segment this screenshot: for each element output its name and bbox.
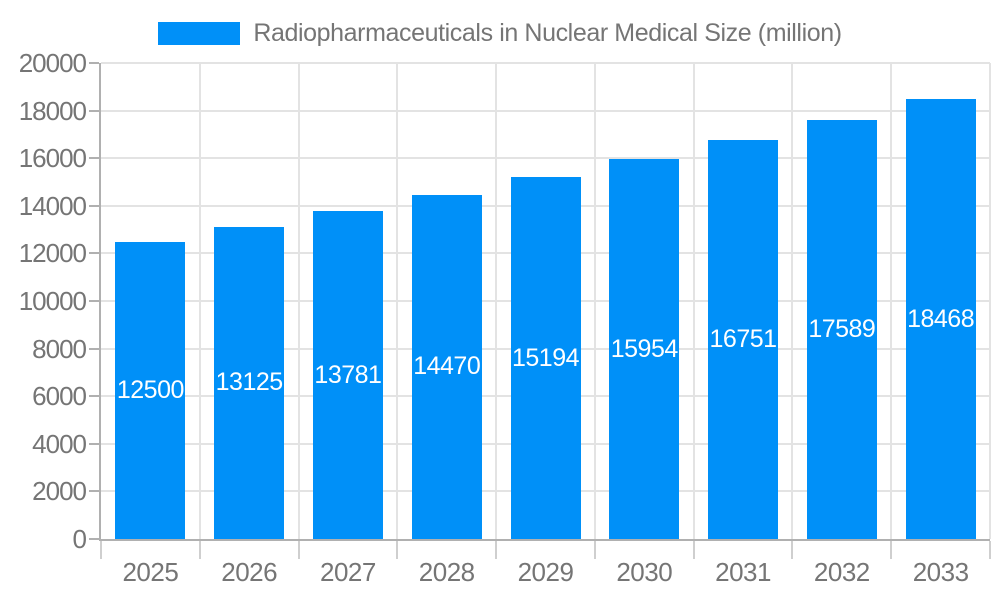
- x-axis-label: 2029: [517, 557, 574, 587]
- bar-value-label: 17589: [808, 315, 876, 344]
- x-axis-label: 2031: [715, 557, 771, 587]
- legend-label: Radiopharmaceuticals in Nuclear Medical …: [253, 18, 842, 47]
- bar-value-label: 16751: [709, 325, 778, 354]
- x-tick: [100, 541, 102, 559]
- y-tick: [89, 538, 99, 540]
- bar-2027[interactable]: 13781: [312, 211, 383, 539]
- legend[interactable]: Radiopharmaceuticals in Nuclear Medical …: [0, 19, 1000, 47]
- x-tick: [297, 541, 300, 559]
- bar-value-label: 15194: [511, 343, 580, 372]
- gridline-vertical: [198, 63, 201, 539]
- y-axis-label: 2000: [32, 476, 87, 507]
- plot-area: 0 2000 4000 6000 8000 10000 12000 14000 16000 180…: [19, 50, 991, 587]
- bar-2032[interactable]: 17589: [806, 120, 877, 539]
- y-axis-label: 4000: [32, 428, 87, 459]
- y-axis-label: 0: [72, 524, 87, 554]
- y-axis-label: 20000: [18, 48, 87, 78]
- y-axis-label: 12000: [18, 238, 87, 269]
- bar-2031[interactable]: 16751: [708, 140, 779, 539]
- y-axis-label: 18000: [18, 95, 87, 126]
- x-axis-label: 2033: [912, 557, 969, 587]
- x-tick: [989, 541, 991, 559]
- x-axis-label: 2030: [616, 557, 673, 587]
- y-axis-label: 16000: [18, 143, 87, 174]
- y-axis-label: 10000: [18, 286, 87, 316]
- y-axis-label: 14000: [18, 190, 87, 221]
- bar-value-label: 15954: [610, 334, 679, 363]
- y-tick: [89, 252, 99, 255]
- x-axis-label: 2028: [418, 557, 475, 587]
- x-tick: [890, 541, 893, 559]
- bar-value-label: 18468: [907, 304, 975, 333]
- y-tick: [89, 157, 99, 160]
- y-axis-line: [99, 63, 101, 541]
- x-axis-label: 2025: [122, 557, 179, 587]
- bar-2029[interactable]: 15194: [510, 177, 581, 539]
- x-tick: [198, 541, 201, 559]
- gridline-horizontal: [101, 109, 990, 112]
- bar-2030[interactable]: 15954: [609, 159, 680, 539]
- gridline-horizontal: [101, 62, 990, 64]
- legend-swatch-icon: [158, 21, 241, 45]
- bar-2033[interactable]: 18468: [905, 99, 976, 539]
- x-tick: [692, 541, 695, 559]
- y-axis-label: 8000: [32, 333, 87, 364]
- x-axis-label: 2027: [320, 557, 376, 587]
- gridline-vertical: [297, 63, 300, 539]
- y-tick: [89, 204, 99, 207]
- bar-value-label: 13781: [314, 360, 382, 389]
- x-axis-label: 2032: [813, 557, 870, 587]
- y-tick: [89, 347, 99, 350]
- gridline-vertical: [692, 63, 695, 539]
- y-tick: [89, 442, 99, 445]
- y-tick: [89, 109, 99, 112]
- gridline-vertical: [791, 63, 794, 539]
- bar-value-label: 14470: [413, 352, 481, 381]
- gridline-vertical: [495, 63, 498, 539]
- x-tick: [396, 541, 399, 559]
- y-tick: [89, 300, 99, 302]
- x-tick: [495, 541, 498, 559]
- y-axis-label: 6000: [32, 381, 87, 412]
- gridline-vertical: [396, 63, 399, 539]
- x-tick: [791, 541, 794, 559]
- x-axis-line: [99, 539, 990, 541]
- y-tick: [89, 490, 99, 493]
- x-tick: [593, 541, 596, 559]
- y-tick: [89, 62, 99, 64]
- x-axis-label: 2026: [221, 557, 278, 587]
- gridline-vertical: [593, 63, 596, 539]
- gridline-vertical: [989, 63, 991, 539]
- bar-2028[interactable]: 14470: [411, 194, 482, 539]
- bar-value-label: 13125: [215, 368, 284, 397]
- bar-2026[interactable]: 13125: [214, 226, 285, 539]
- bar-value-label: 12500: [116, 375, 185, 404]
- gridline-vertical: [890, 63, 893, 539]
- y-tick: [89, 395, 99, 398]
- bar-2025[interactable]: 12500: [115, 241, 186, 539]
- gridline-horizontal: [101, 157, 990, 160]
